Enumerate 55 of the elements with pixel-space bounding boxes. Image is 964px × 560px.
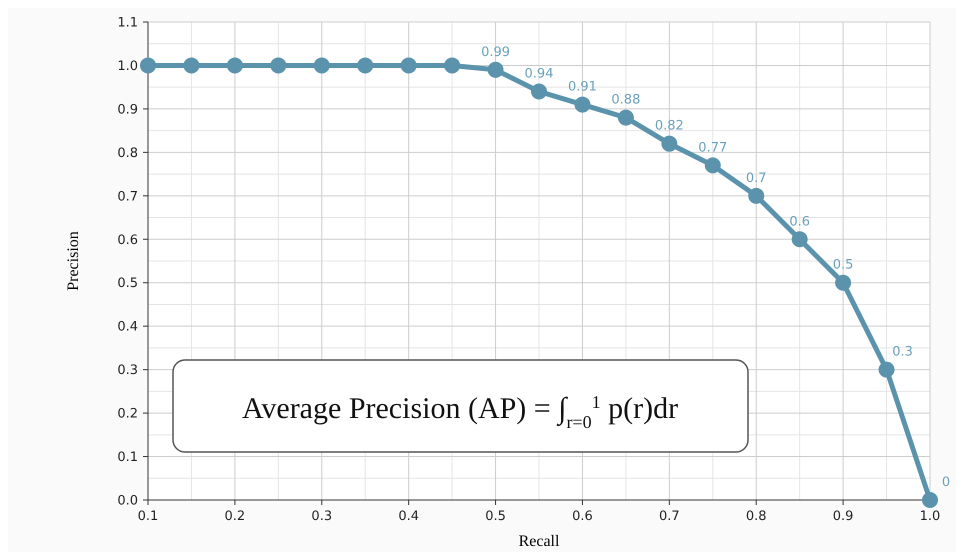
x-tick-label: 0.9 — [832, 509, 854, 524]
y-tick-label: 0.7 — [117, 189, 138, 204]
x-tick-label: 0.3 — [311, 509, 332, 524]
data-label: 0.7 — [746, 170, 767, 186]
y-tick-label: 0.9 — [117, 102, 138, 118]
x-tick-label: 0.5 — [485, 509, 506, 524]
point — [357, 57, 374, 74]
x-tick-label: 0.7 — [658, 509, 680, 524]
point — [748, 188, 764, 204]
point — [618, 110, 634, 126]
y-tick-label: 0.3 — [117, 363, 138, 378]
y-tick-label: 0.5 — [117, 276, 138, 292]
x-tick-label: 0.6 — [572, 509, 593, 524]
point — [488, 62, 504, 78]
y-tick-label: 0.0 — [117, 494, 138, 508]
point — [574, 96, 590, 113]
y-tick-label: 0.6 — [117, 232, 138, 248]
x-tick-label: 0.1 — [138, 509, 158, 524]
y-tick-label: 0.4 — [117, 320, 138, 335]
point — [792, 231, 808, 248]
point — [183, 57, 200, 74]
data-label: 0.82 — [654, 118, 684, 134]
y-axis-title: Precision — [65, 231, 82, 291]
x-tick-label: 0.2 — [224, 509, 246, 524]
y-tick-label: 1.0 — [117, 58, 138, 74]
point — [226, 57, 243, 74]
data-label: 0.88 — [611, 92, 640, 108]
x-axis-title: Recall — [518, 533, 560, 550]
y-tick-label: 0.1 — [117, 450, 138, 466]
point — [400, 57, 417, 74]
point — [704, 157, 721, 174]
data-label: 0.3 — [892, 344, 913, 360]
x-tick-label: 0.4 — [398, 509, 420, 524]
point — [140, 57, 156, 74]
point — [270, 57, 286, 74]
data-label: 0.5 — [832, 258, 854, 273]
point — [531, 84, 547, 100]
point — [878, 362, 895, 378]
data-label: 0 — [942, 475, 950, 490]
data-label: 0.99 — [481, 44, 510, 60]
point — [661, 136, 678, 152]
point — [922, 492, 938, 508]
point — [444, 57, 460, 74]
y-tick-label: 0.8 — [117, 146, 138, 161]
point — [835, 274, 852, 291]
x-tick-label: 1.0 — [920, 509, 940, 524]
x-tick-label: 0.8 — [746, 509, 767, 524]
data-label: 0.77 — [698, 140, 728, 156]
data-label: 0.6 — [789, 214, 810, 230]
point — [314, 57, 330, 74]
data-label: 0.94 — [524, 66, 554, 82]
annotation: Average Precision (AP) = ∫$_{r=0}$$^{1}$ p(r)dr — [242, 392, 678, 432]
data-label: 0.91 — [568, 80, 597, 95]
y-tick-label: 1.1 — [117, 16, 138, 30]
y-tick-label: 0.2 — [117, 406, 138, 422]
